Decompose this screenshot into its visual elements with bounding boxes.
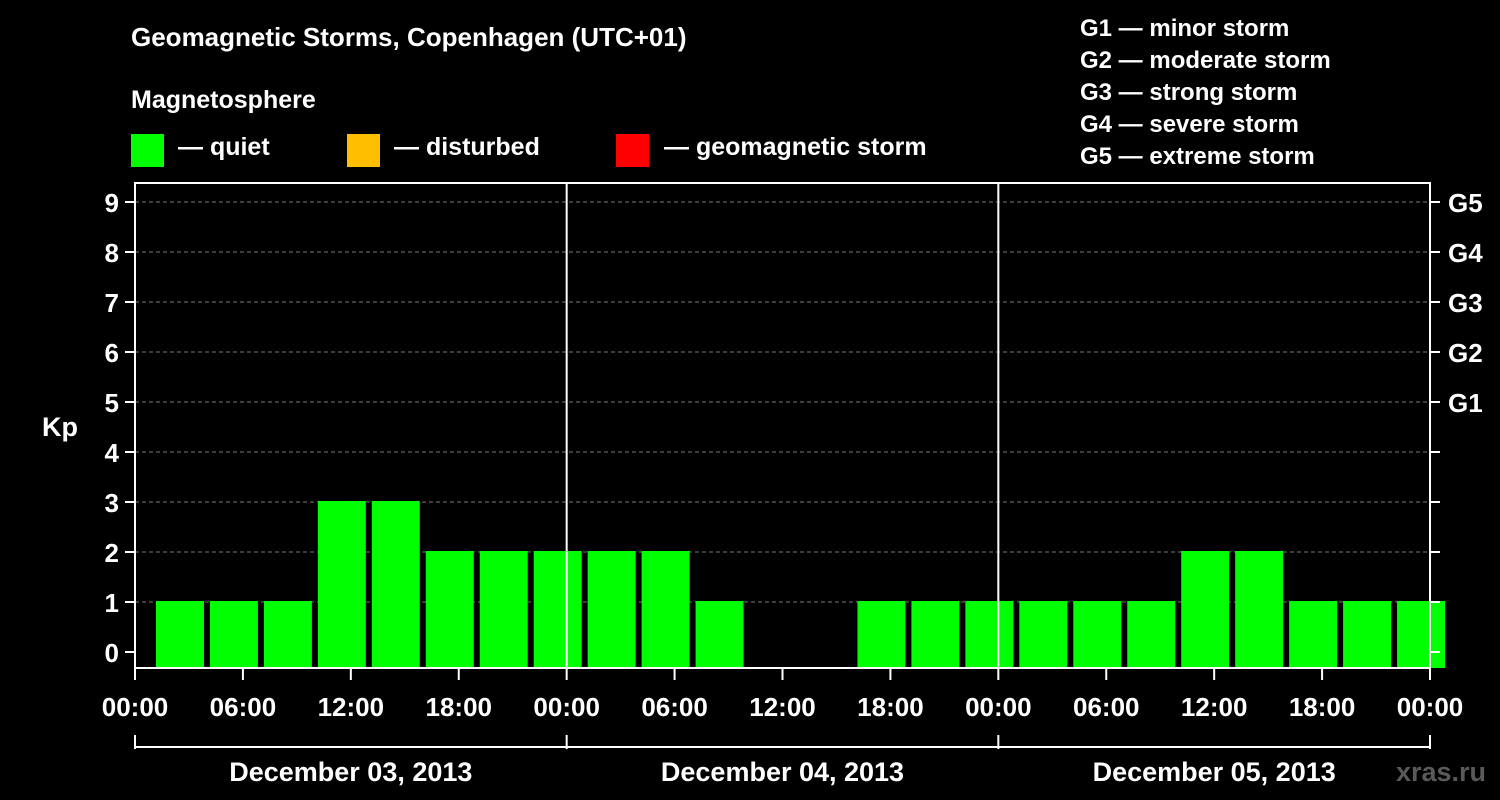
y-tick-label: 4 bbox=[105, 438, 120, 468]
kp-bar bbox=[641, 551, 690, 668]
legend-label-quiet: — quiet bbox=[178, 133, 270, 161]
x-tick-label: 18:00 bbox=[857, 692, 924, 722]
x-tick-label: 00:00 bbox=[102, 692, 169, 722]
x-tick-label: 00:00 bbox=[1397, 692, 1464, 722]
x-tick-label: 06:00 bbox=[210, 692, 277, 722]
y-tick-label: 3 bbox=[105, 488, 119, 518]
kp-bar bbox=[533, 551, 582, 668]
x-tick-label: 00:00 bbox=[965, 692, 1032, 722]
g-scale-label: G3 bbox=[1448, 288, 1483, 318]
g-legend-g4: G4 — severe storm bbox=[1080, 111, 1299, 138]
kp-bar bbox=[1019, 601, 1068, 668]
g-scale-label: G2 bbox=[1448, 338, 1483, 368]
y-tick-label: 0 bbox=[105, 638, 119, 668]
kp-bar bbox=[965, 601, 1014, 668]
kp-bar bbox=[209, 601, 258, 668]
x-tick-label: 18:00 bbox=[426, 692, 493, 722]
kp-bar bbox=[1289, 601, 1338, 668]
legend-label-storm: — geomagnetic storm bbox=[664, 133, 927, 161]
kp-bar bbox=[425, 551, 474, 668]
x-tick-label: 00:00 bbox=[533, 692, 600, 722]
x-tick-label: 12:00 bbox=[749, 692, 816, 722]
x-tick-label: 12:00 bbox=[1181, 692, 1248, 722]
y-axis-label: Kp bbox=[42, 412, 78, 442]
kp-bar bbox=[1181, 551, 1230, 668]
x-tick-label: 06:00 bbox=[641, 692, 708, 722]
kp-bar bbox=[1397, 601, 1445, 668]
kp-bar bbox=[857, 601, 906, 668]
kp-bar bbox=[263, 601, 312, 668]
g-scale-label: G1 bbox=[1448, 388, 1483, 418]
x-tick-label: 06:00 bbox=[1073, 692, 1140, 722]
kp-bar bbox=[911, 601, 960, 668]
x-tick-label: 18:00 bbox=[1289, 692, 1356, 722]
g-legend-g2: G2 — moderate storm bbox=[1080, 47, 1331, 74]
magnetosphere-label: Magnetosphere bbox=[131, 86, 316, 114]
y-tick-label: 7 bbox=[105, 288, 119, 318]
y-tick-label: 9 bbox=[105, 188, 119, 218]
y-tick-label: 2 bbox=[105, 538, 119, 568]
kp-bar bbox=[1127, 601, 1176, 668]
g-legend-g3: G3 — strong storm bbox=[1080, 79, 1298, 106]
watermark: xras.ru bbox=[1395, 757, 1486, 787]
legend-swatch-storm bbox=[616, 134, 649, 167]
kp-bar bbox=[587, 551, 636, 668]
kp-bar bbox=[371, 501, 420, 668]
g-scale-label: G5 bbox=[1448, 188, 1483, 218]
x-tick-label: 12:00 bbox=[318, 692, 385, 722]
g-legend-g1: G1 — minor storm bbox=[1080, 15, 1290, 42]
y-tick-label: 6 bbox=[105, 338, 119, 368]
date-label: December 04, 2013 bbox=[661, 757, 904, 787]
kp-bar bbox=[1073, 601, 1122, 668]
kp-bar bbox=[1235, 551, 1284, 668]
date-label: December 03, 2013 bbox=[229, 757, 472, 787]
kp-bar bbox=[1343, 601, 1392, 668]
g-scale-label: G4 bbox=[1448, 238, 1483, 268]
date-label: December 05, 2013 bbox=[1093, 757, 1336, 787]
legend-label-disturbed: — disturbed bbox=[394, 133, 540, 161]
y-tick-label: 1 bbox=[105, 588, 119, 618]
kp-bar bbox=[479, 551, 528, 668]
kp-bar bbox=[317, 501, 366, 668]
kp-bar bbox=[156, 601, 204, 668]
legend-swatch-disturbed bbox=[347, 134, 380, 167]
y-tick-label: 8 bbox=[105, 238, 119, 268]
chart-title: Geomagnetic Storms, Copenhagen (UTC+01) bbox=[131, 22, 687, 52]
g-legend-g5: G5 — extreme storm bbox=[1080, 143, 1315, 170]
legend-swatch-quiet bbox=[131, 134, 164, 167]
kp-bar bbox=[695, 601, 744, 668]
y-tick-label: 5 bbox=[105, 388, 119, 418]
